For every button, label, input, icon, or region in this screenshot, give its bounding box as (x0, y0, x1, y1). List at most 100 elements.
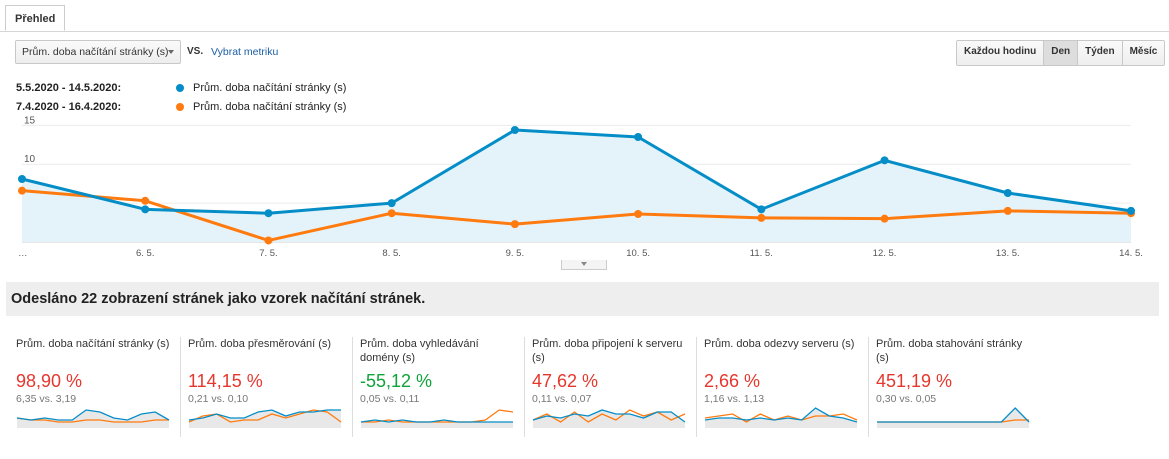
series-line-current (21, 128, 1132, 215)
data-point[interactable] (510, 126, 519, 134)
metric-card-label: Prům. doba přesměrování (s) (188, 338, 332, 350)
metric-card-percent: 2,66 % (704, 371, 761, 391)
legend-dot-icon (176, 84, 184, 92)
metric-select-value: Prům. doba načítání stránky (s) (22, 46, 169, 58)
sparkline-area (189, 410, 341, 428)
data-point[interactable] (757, 205, 766, 214)
sparkline-area (705, 408, 857, 428)
card-divider (696, 337, 697, 437)
x-tick-label: 9. 5. (506, 248, 525, 259)
series-line-previous (21, 189, 1132, 242)
sparkline (704, 407, 858, 428)
tab-overview[interactable]: Přehled (5, 5, 66, 31)
period-hourly-button[interactable]: Každou hodinu (957, 41, 1044, 65)
line-chart[interactable]: 15105…6. 5.7. 5.8. 5.9. 5.10. 5.11. 5.12… (0, 115, 1169, 260)
y-tick-label: 10 (24, 154, 36, 165)
metric-card-comparison: 0,11 vs. 0,07 (532, 393, 592, 405)
metric-card-percent: 47,62 % (532, 371, 599, 391)
metric-card-label: Prům. doba připojení k serveru (s) (532, 338, 683, 364)
metric-card-comparison: 0,05 vs. 0,11 (360, 393, 420, 405)
metric-card[interactable]: Prům. doba odezvy serveru (s) 2,66 % 1,16 … (696, 337, 864, 437)
metric-card-label: Prům. doba načítání stránky (s) (16, 338, 170, 350)
data-point[interactable] (634, 210, 643, 218)
x-tick-label: 14. 5. (1119, 248, 1143, 259)
legend-dot-icon (176, 103, 184, 111)
metric-card-label: Prům. doba vyhledávání domény (s) (360, 338, 479, 364)
data-point[interactable] (1127, 206, 1135, 215)
card-divider (868, 337, 869, 437)
metric-card-comparison: 0,21 vs. 0,10 (188, 393, 249, 405)
data-point[interactable] (1003, 189, 1012, 197)
metric-card-percent: 98,90 % (16, 371, 83, 391)
sparkline (188, 409, 342, 428)
data-point[interactable] (880, 214, 889, 223)
metric-card[interactable]: Prům. doba vyhledávání domény (s) -55,12 … (352, 337, 520, 437)
metric-card[interactable]: Prům. doba připojení k serveru (s) 47,62 … (524, 337, 692, 437)
metric-card[interactable]: Prům. doba stahování stránky (s) 451,19 %… (868, 337, 1036, 437)
sparkline-blue (188, 409, 341, 421)
chevron-down-icon (581, 262, 587, 266)
y-tick-label: 15 (24, 115, 36, 126)
legend-date-range: 5.5.2020 - 14.5.2020: (16, 82, 122, 94)
card-divider (524, 337, 525, 437)
sparkline (360, 409, 514, 428)
sparkline (877, 407, 1030, 428)
pick-metric-link[interactable]: Vybrat metriku (211, 46, 279, 58)
legend-entry-current: 5.5.2020 - 14.5.2020: Prům. doba načítán… (16, 81, 416, 95)
data-point[interactable] (1003, 206, 1012, 215)
sparkline-orange (361, 409, 514, 423)
sparkline-area (17, 410, 169, 428)
series-area (22, 130, 1131, 242)
metric-card-comparison: 6,35 vs. 3,19 (16, 393, 77, 405)
metric-card-percent: 114,15 % (188, 371, 263, 391)
sparkline-orange (16, 417, 169, 423)
data-point[interactable] (141, 196, 150, 205)
sparkline-orange (704, 413, 858, 423)
metric-card-comparison: 0,30 vs. 0,05 (876, 393, 937, 405)
tab-bar: Přehled (0, 0, 1169, 32)
period-week-button[interactable]: Týden (1077, 41, 1122, 65)
sparkline (16, 409, 170, 428)
legend-series-name: Prům. doba načítání stránky (s) (193, 101, 347, 113)
data-point[interactable] (880, 156, 889, 165)
x-tick-label: 12. 5. (873, 248, 897, 259)
chevron-down-icon (168, 50, 174, 54)
data-point[interactable] (18, 175, 26, 183)
period-month-button[interactable]: Měsíc (1121, 41, 1165, 65)
period-day-button[interactable]: Den (1043, 41, 1078, 65)
legend-date-range: 7.4.2020 - 16.4.2020: (16, 101, 122, 113)
data-point[interactable] (18, 186, 26, 195)
vs-label: VS. (187, 46, 204, 57)
sparkline-blue (16, 409, 170, 421)
sparkline-blue (704, 407, 858, 423)
x-tick-label: 13. 5. (996, 248, 1020, 259)
metric-card-percent: 451,19 % (876, 371, 953, 391)
legend-entry-previous: 7.4.2020 - 16.4.2020: Prům. doba načítán… (16, 100, 416, 114)
card-divider (352, 337, 353, 437)
x-tick-label: … (18, 248, 28, 259)
data-point[interactable] (757, 213, 766, 222)
data-point[interactable] (264, 236, 273, 245)
data-point[interactable] (510, 220, 519, 229)
data-point[interactable] (141, 205, 150, 214)
metric-card-label: Prům. doba odezvy serveru (s) (704, 338, 855, 350)
data-point[interactable] (264, 209, 273, 218)
period-selector: Každou hodinu Den Týden Měsíc (956, 40, 1166, 66)
x-tick-label: 10. 5. (626, 248, 650, 259)
data-point[interactable] (387, 199, 396, 208)
sparkline-area (533, 410, 685, 428)
sparkline-blue (360, 419, 513, 423)
x-tick-label: 8. 5. (382, 248, 401, 259)
metric-card[interactable]: Prům. doba přesměrování (s) 114,15 % 0,21 … (180, 337, 348, 437)
sparkline-orange (532, 409, 686, 423)
sample-notice: Odesláno 22 zobrazení stránek jako vzore… (6, 282, 1159, 316)
card-divider (180, 337, 181, 437)
metric-card-label: Prům. doba stahování stránky (s) (876, 338, 1023, 364)
metric-card-percent: -55,12 % (360, 371, 433, 391)
chart-expand-handle[interactable] (561, 260, 607, 270)
data-point[interactable] (634, 133, 643, 141)
metric-card[interactable]: Prům. doba načítání stránky (s) 98,90 % 6,… (16, 337, 176, 437)
sparkline-blue (877, 407, 1030, 423)
metric-select[interactable]: Prům. doba načítání stránky (s) (15, 40, 181, 64)
data-point[interactable] (387, 209, 396, 218)
